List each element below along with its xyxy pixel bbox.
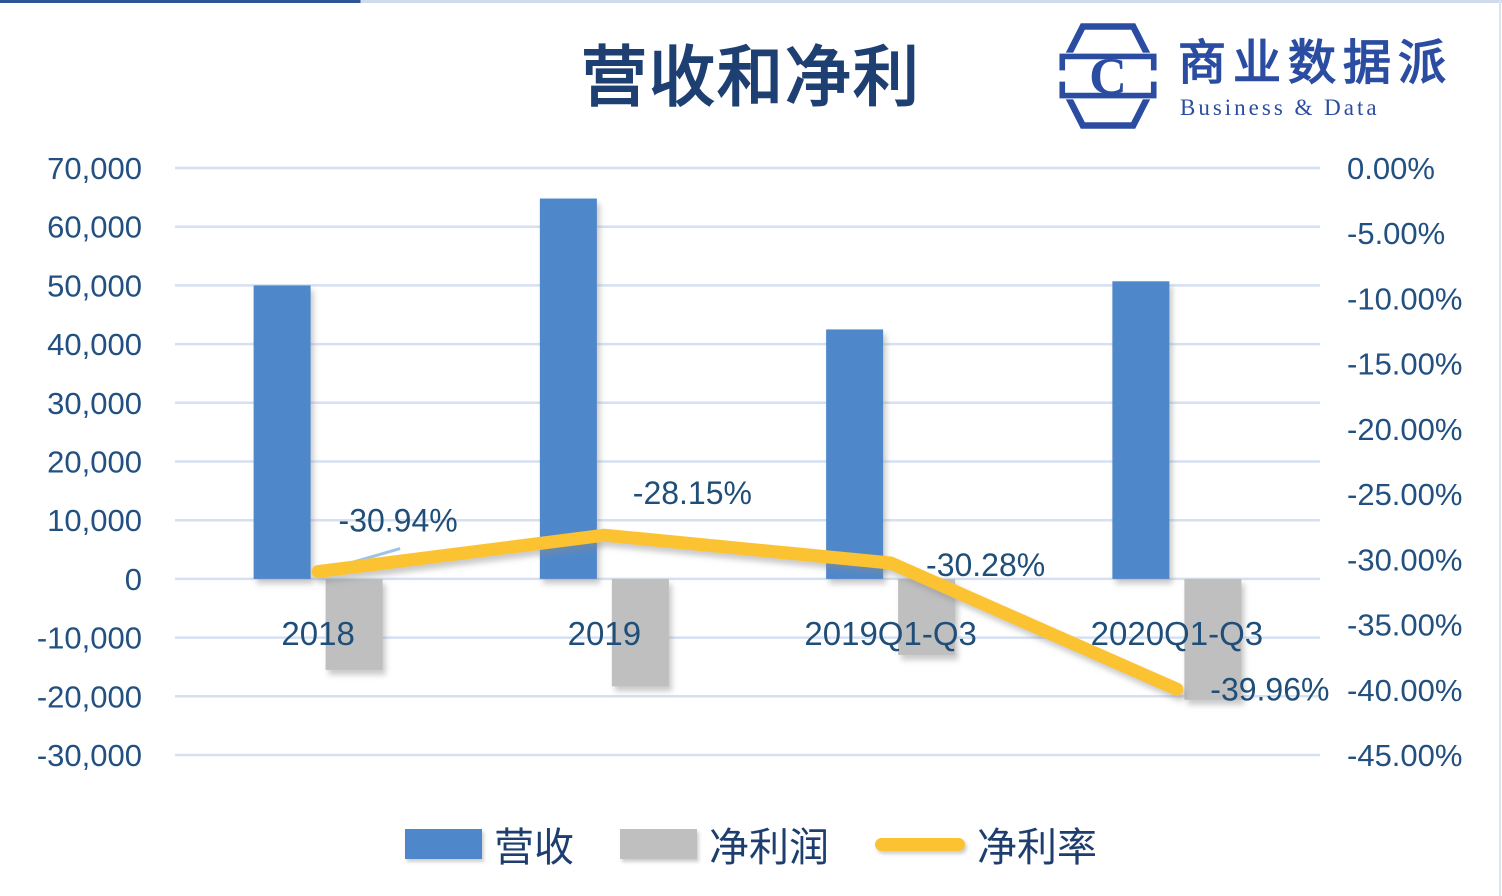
left-axis-tick: 60,000	[47, 210, 142, 245]
legend-item-revenue: 营收	[405, 815, 574, 873]
brand-logo: C 商业数据派 Business & Data	[1052, 20, 1453, 132]
left-axis-tick: 50,000	[47, 268, 142, 303]
net-profit-bar-2019	[611, 578, 669, 687]
legend-label-net-profit: 净利润	[709, 825, 829, 870]
category-label-2020Q1-Q3: 2020Q1-Q3	[1091, 615, 1263, 652]
net-margin-label-2018: -30.94%	[339, 503, 458, 539]
right-axis-tick: -20.00%	[1347, 412, 1462, 447]
left-axis-tick: -10,000	[37, 621, 142, 656]
category-label-2018: 2018	[281, 615, 354, 652]
net-profit-swatch-icon	[620, 829, 697, 859]
revenue-bar-2019Q1-Q3	[826, 329, 884, 579]
right-axis-tick: -25.00%	[1347, 477, 1462, 512]
net-margin-label-2019Q1-Q3: -30.28%	[926, 547, 1045, 583]
net-margin-swatch-icon	[875, 837, 965, 851]
brand-tagline: Business & Data	[1180, 94, 1380, 120]
brand-name: 商业数据派	[1178, 37, 1454, 90]
revenue-bar-2018	[253, 285, 311, 579]
right-border	[1499, 0, 1501, 896]
right-axis-tick: -10.00%	[1347, 281, 1462, 316]
revenue-bar-2020Q1-Q3	[1112, 281, 1170, 579]
left-axis-tick: 40,000	[47, 327, 142, 362]
left-axis-tick: -20,000	[37, 679, 142, 714]
right-axis-tick: 0.00%	[1347, 151, 1435, 186]
brand-hexagon-icon: C	[1052, 23, 1164, 129]
net-profit-bar-2018	[325, 578, 383, 670]
right-axis-tick: -5.00%	[1347, 216, 1445, 251]
net-margin-label-2020Q1-Q3: -39.96%	[1210, 671, 1329, 707]
category-label-2019Q1-Q3: 2019Q1-Q3	[804, 615, 976, 652]
net-profit-bar-2020Q1-Q3	[1184, 578, 1242, 700]
net-margin-label-2019: -28.15%	[633, 475, 752, 511]
top-border	[0, 0, 1502, 3]
left-axis-tick: 10,000	[47, 503, 142, 538]
right-axis-tick: -45.00%	[1347, 738, 1462, 773]
legend-item-net-profit: 净利润	[620, 815, 829, 873]
legend-label-net-margin: 净利率	[977, 825, 1097, 870]
right-axis-tick: -15.00%	[1347, 347, 1462, 382]
legend-item-net-margin: 净利率	[875, 815, 1097, 873]
category-label-2019: 2019	[568, 615, 641, 652]
right-axis-tick: -35.00%	[1347, 608, 1462, 643]
net-margin-line	[311, 528, 1184, 696]
left-axis-tick: 20,000	[47, 445, 142, 480]
right-axis-tick: -30.00%	[1347, 542, 1462, 577]
left-axis-tick: 70,000	[47, 151, 142, 186]
chart-title: 营收和净利	[581, 42, 921, 115]
left-axis-tick: 0	[125, 562, 142, 597]
brand-monogram: C	[1089, 48, 1127, 106]
left-axis-tick: 30,000	[47, 386, 142, 421]
left-axis-tick: -30,000	[37, 738, 142, 773]
revenue-swatch-icon	[405, 829, 482, 859]
revenue-bar-2019	[539, 198, 597, 579]
chart-legend: 营收 净利润 净利率	[0, 815, 1502, 873]
legend-label-revenue: 营收	[494, 825, 574, 870]
right-axis-tick: -40.00%	[1347, 673, 1462, 708]
